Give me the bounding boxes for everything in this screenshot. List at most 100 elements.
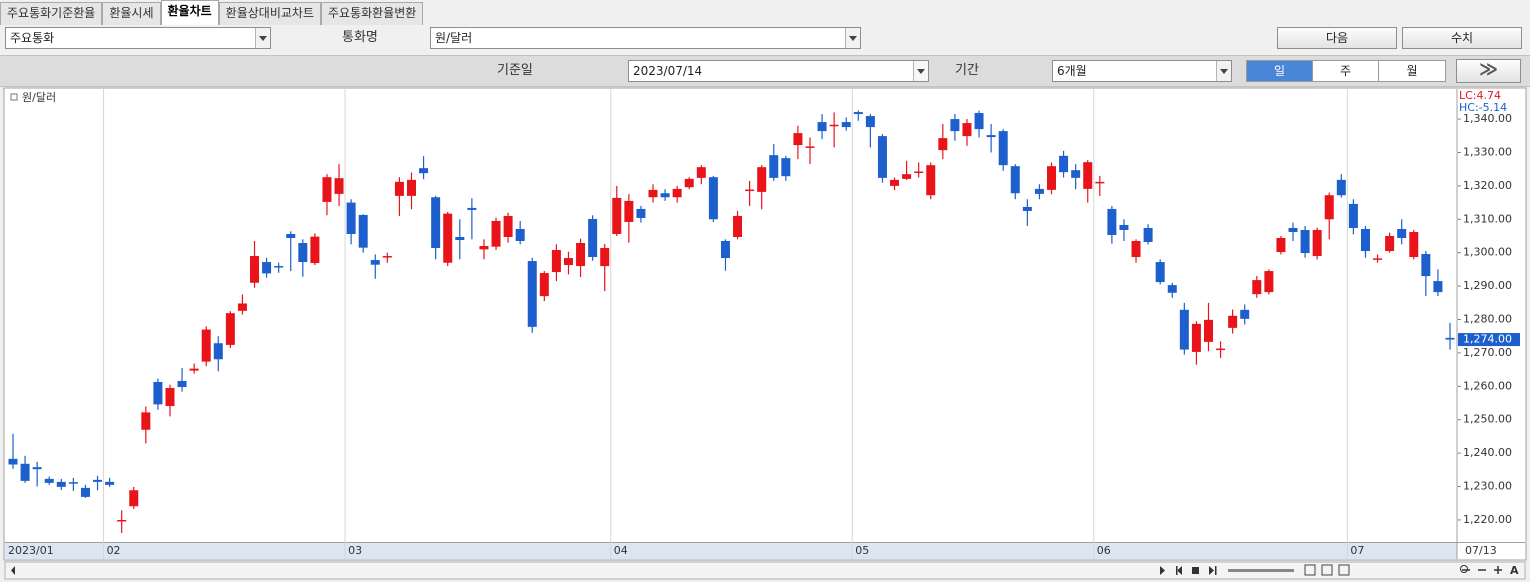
candle-body — [1336, 179, 1346, 196]
scrollbar[interactable] — [4, 561, 1526, 580]
candle-body — [44, 478, 54, 483]
candle-body — [1047, 166, 1057, 190]
candle-body — [612, 197, 622, 234]
candle-body — [262, 262, 272, 274]
interval-button[interactable]: 주 — [1312, 60, 1379, 82]
period-select[interactable]: 6개월 — [1052, 60, 1232, 82]
y-tick-label: 1,220.00 — [1463, 513, 1512, 526]
candle-body — [576, 243, 586, 267]
tab[interactable]: 환율시세 — [102, 2, 161, 25]
candle-body — [298, 243, 308, 263]
candle-body — [1228, 315, 1238, 328]
candle-body — [189, 368, 199, 371]
candle-body — [117, 519, 127, 522]
field-label: 통화명 — [342, 30, 378, 45]
candle-body — [443, 213, 453, 263]
tab[interactable]: 환율차트 — [160, 0, 219, 25]
date-input[interactable]: 2023/07/14 — [628, 60, 929, 82]
legend-label: 원/달러 — [22, 91, 56, 104]
candle-body — [1216, 348, 1226, 351]
candle-body — [1445, 337, 1455, 340]
tab[interactable]: 주요통화환율변환 — [321, 2, 424, 25]
candle-body — [370, 260, 380, 265]
currency-select[interactable]: 원/달러 — [430, 27, 861, 49]
interval-button[interactable]: 일 — [1246, 60, 1313, 82]
candle-body — [237, 303, 247, 311]
candle-body — [1179, 309, 1189, 350]
candle-body — [1252, 280, 1262, 295]
x-tick-label: 02 — [107, 544, 121, 557]
candle-body — [1083, 162, 1093, 189]
candle-body — [346, 202, 356, 234]
x-tick-label: 04 — [614, 544, 628, 557]
x-tick-label: 07/13 — [1465, 544, 1497, 557]
date-axis-band — [5, 543, 1457, 559]
candle-body — [527, 261, 537, 327]
candle-body — [1095, 181, 1105, 184]
tab[interactable]: 주요통화기준환율 — [0, 2, 103, 25]
candle-body — [877, 136, 887, 178]
candle-body — [998, 131, 1008, 166]
next-button[interactable]: 다음 — [1277, 27, 1397, 49]
candle-body — [624, 200, 634, 222]
x-tick-label: 05 — [855, 544, 869, 557]
candle-body — [962, 123, 972, 137]
candle-body — [865, 116, 875, 128]
tab-bar: 주요통화기준환율 환율시세 환율차트 환율상대비교차트 주요통화환율변환 — [0, 0, 424, 25]
candle-body — [1107, 208, 1117, 235]
candle-body — [105, 481, 115, 485]
scroll-left[interactable] — [11, 566, 15, 575]
candle-body — [479, 246, 489, 250]
candle-body — [467, 207, 477, 210]
y-tick-label: 1,310.00 — [1463, 212, 1512, 225]
candle-body — [322, 177, 332, 202]
candle-body — [80, 487, 90, 497]
x-tick-label: 2023/01 — [8, 544, 54, 557]
x-tick-label: 06 — [1097, 544, 1111, 557]
candle-body — [696, 167, 706, 178]
candle-body — [1022, 206, 1032, 211]
currency-group-select[interactable]: 주요통화 — [5, 27, 271, 49]
candle-body — [745, 189, 755, 192]
candle-body — [1119, 224, 1129, 230]
candle-body — [1276, 237, 1286, 253]
candle-body — [1300, 229, 1310, 254]
candle-body — [890, 179, 900, 186]
y-tick-label: 1,300.00 — [1463, 246, 1512, 259]
candle-body — [93, 479, 103, 482]
candle-body — [1360, 228, 1370, 252]
y-tick-label: 1,340.00 — [1463, 112, 1512, 125]
x-tick-label: 03 — [348, 544, 362, 557]
select-value: 주요통화 — [10, 31, 55, 45]
field-label: 기간 — [955, 63, 979, 78]
values-button[interactable]: 수치 — [1402, 27, 1522, 49]
field-label: 기준일 — [497, 63, 533, 78]
candle-body — [1143, 227, 1153, 243]
candle-body — [1409, 231, 1419, 258]
interval-button[interactable]: 월 — [1378, 60, 1446, 82]
candle-body — [1397, 228, 1407, 238]
scroll-controls[interactable] — [1160, 564, 1502, 576]
candle-body — [1264, 271, 1274, 293]
candle-body — [382, 256, 392, 258]
candle-body — [660, 193, 670, 198]
y-tick-label: 1,240.00 — [1463, 446, 1512, 459]
candle-body — [636, 208, 646, 218]
candle-body — [648, 189, 658, 198]
candle-body — [1288, 227, 1298, 232]
candle-body — [394, 181, 404, 196]
forward-button[interactable]: ≫ — [1456, 59, 1521, 83]
candle-body — [1010, 166, 1020, 194]
y-tick-label: 1,280.00 — [1463, 313, 1512, 326]
tab[interactable]: 환율상대비교차트 — [218, 2, 321, 25]
candle-body — [431, 197, 441, 249]
auto-button[interactable]: A — [1510, 564, 1519, 577]
grid — [5, 89, 1457, 559]
input-value: 2023/07/14 — [633, 64, 703, 78]
select-value: 원/달러 — [435, 31, 473, 45]
candle-body — [708, 177, 718, 220]
candle-body — [1131, 241, 1141, 258]
